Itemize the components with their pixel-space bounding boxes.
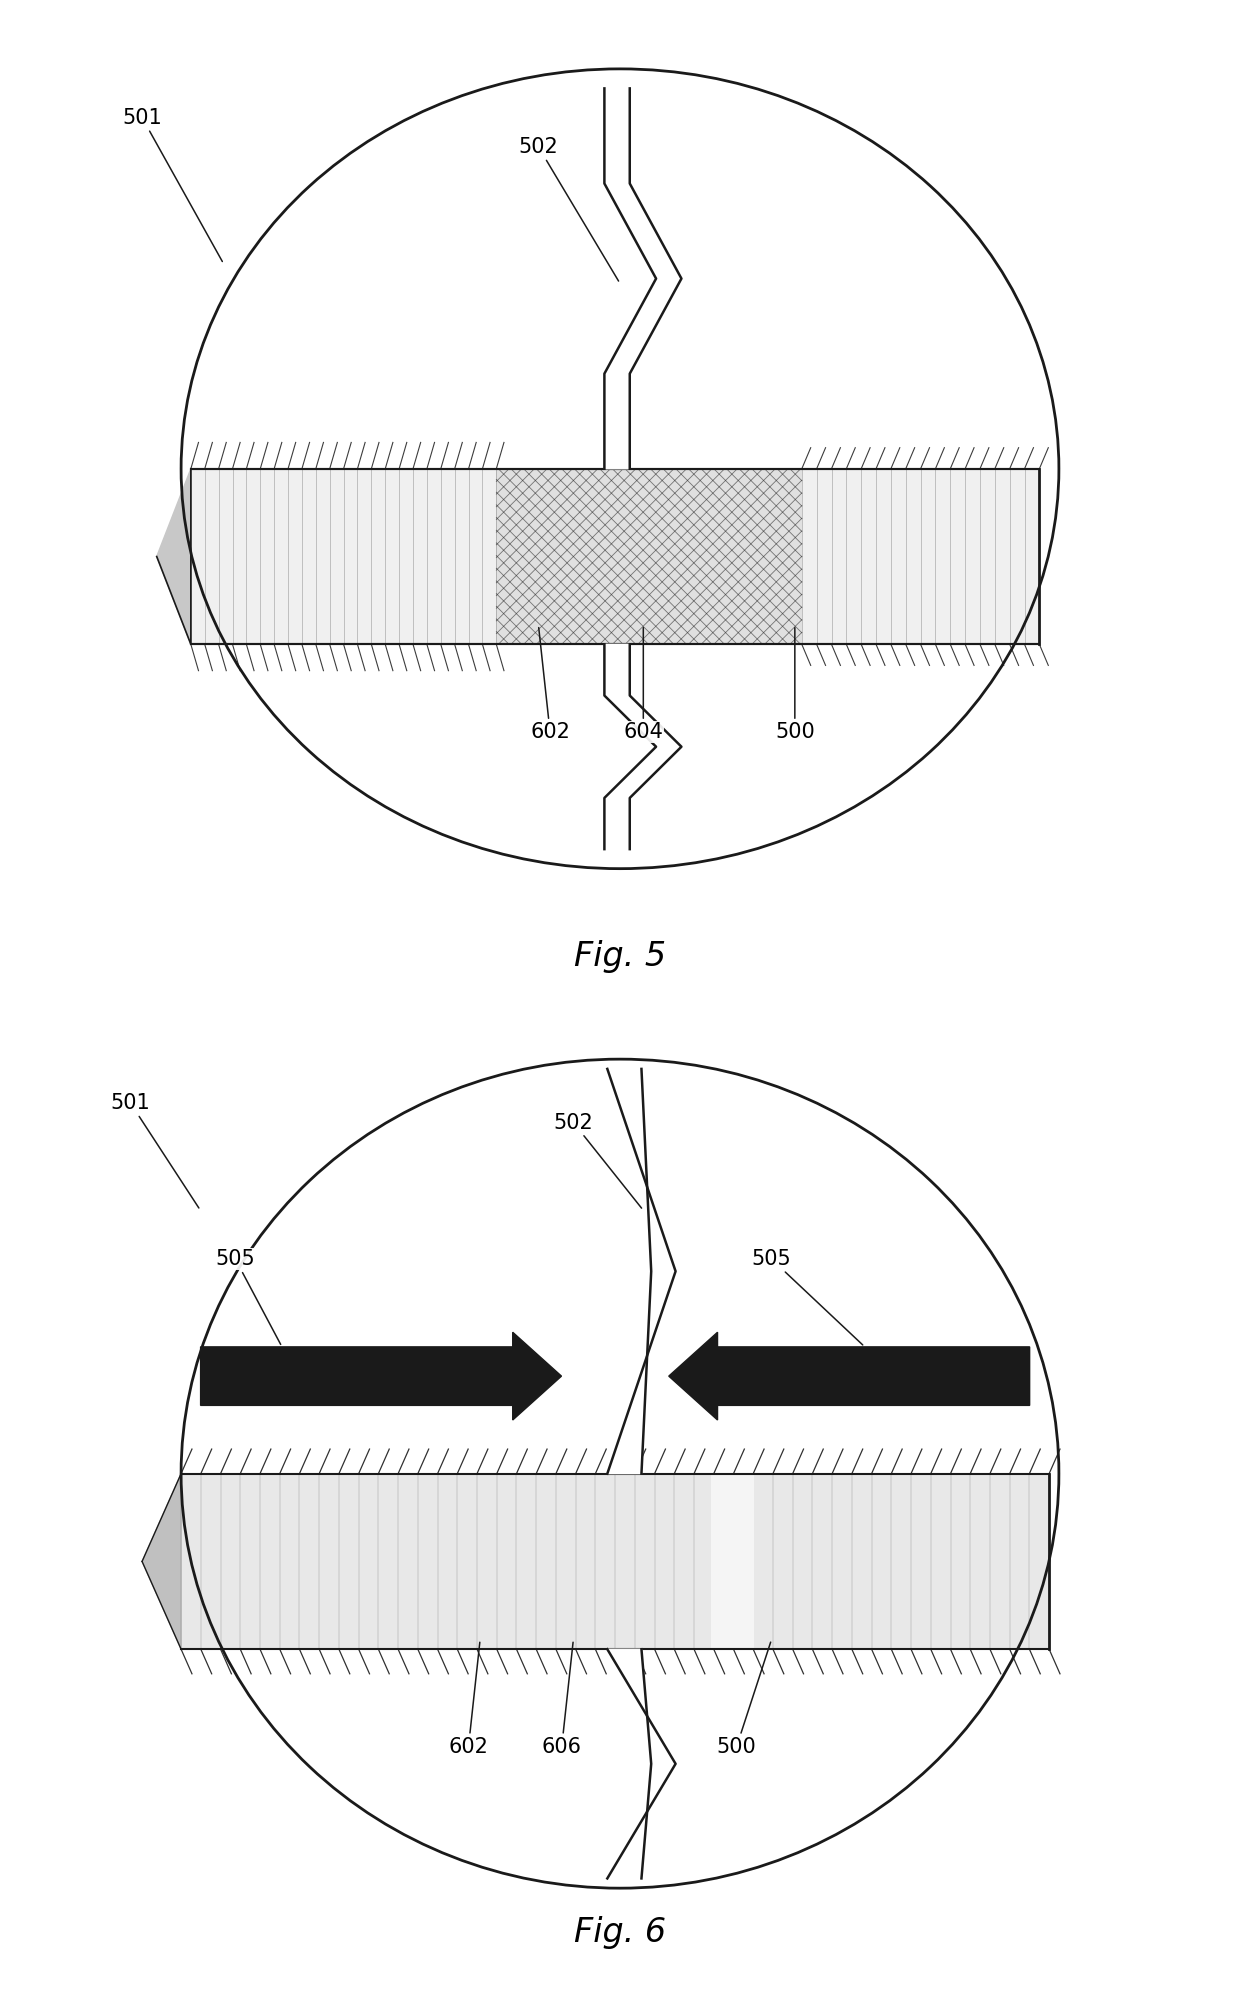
Text: 501: 501 <box>123 109 222 261</box>
FancyArrow shape <box>201 1331 562 1420</box>
Ellipse shape <box>181 1060 1059 1888</box>
Polygon shape <box>608 1070 676 1474</box>
Text: 501: 501 <box>110 1094 198 1209</box>
Text: 604: 604 <box>624 627 663 742</box>
Bar <box>496 469 802 644</box>
Text: 505: 505 <box>216 1249 280 1345</box>
Polygon shape <box>156 469 191 644</box>
Text: 602: 602 <box>449 1643 489 1758</box>
Text: 500: 500 <box>775 627 815 742</box>
Bar <box>191 469 1039 644</box>
Ellipse shape <box>181 68 1059 869</box>
Polygon shape <box>143 1474 181 1649</box>
Polygon shape <box>604 644 682 849</box>
Text: Fig. 5: Fig. 5 <box>574 939 666 973</box>
Polygon shape <box>608 1649 676 1878</box>
FancyArrow shape <box>668 1331 1029 1420</box>
Polygon shape <box>604 88 682 469</box>
Bar <box>711 1474 754 1649</box>
Text: 606: 606 <box>542 1643 582 1758</box>
Text: 505: 505 <box>751 1249 863 1345</box>
Bar <box>181 1474 1049 1649</box>
Text: 502: 502 <box>518 137 619 282</box>
Text: 602: 602 <box>531 627 570 742</box>
Text: 502: 502 <box>553 1112 641 1209</box>
Text: Fig. 6: Fig. 6 <box>574 1916 666 1949</box>
Text: 500: 500 <box>717 1643 771 1758</box>
